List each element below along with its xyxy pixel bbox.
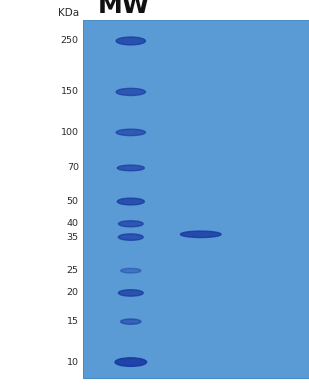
- Ellipse shape: [118, 290, 143, 296]
- Ellipse shape: [117, 165, 144, 171]
- Bar: [83, 20, 309, 378]
- Ellipse shape: [116, 37, 146, 45]
- Ellipse shape: [115, 358, 146, 366]
- Ellipse shape: [116, 88, 146, 96]
- Ellipse shape: [116, 129, 146, 136]
- Ellipse shape: [117, 198, 144, 205]
- Bar: [0, 0, 83, 390]
- Text: KDa: KDa: [58, 7, 79, 18]
- Text: MW: MW: [98, 0, 150, 18]
- Ellipse shape: [121, 319, 141, 324]
- Ellipse shape: [121, 268, 141, 273]
- Ellipse shape: [118, 221, 143, 227]
- Text: 15: 15: [67, 317, 79, 326]
- Bar: [83, 0, 309, 20]
- Text: 100: 100: [61, 128, 79, 137]
- Text: 40: 40: [67, 219, 79, 228]
- Ellipse shape: [180, 231, 221, 238]
- Text: 25: 25: [67, 266, 79, 275]
- Text: 20: 20: [67, 289, 79, 298]
- Text: 35: 35: [67, 232, 79, 242]
- Text: 10: 10: [67, 358, 79, 367]
- Ellipse shape: [118, 234, 143, 240]
- Text: 70: 70: [67, 163, 79, 172]
- Text: 250: 250: [61, 36, 79, 46]
- Text: 50: 50: [67, 197, 79, 206]
- Text: 150: 150: [61, 87, 79, 96]
